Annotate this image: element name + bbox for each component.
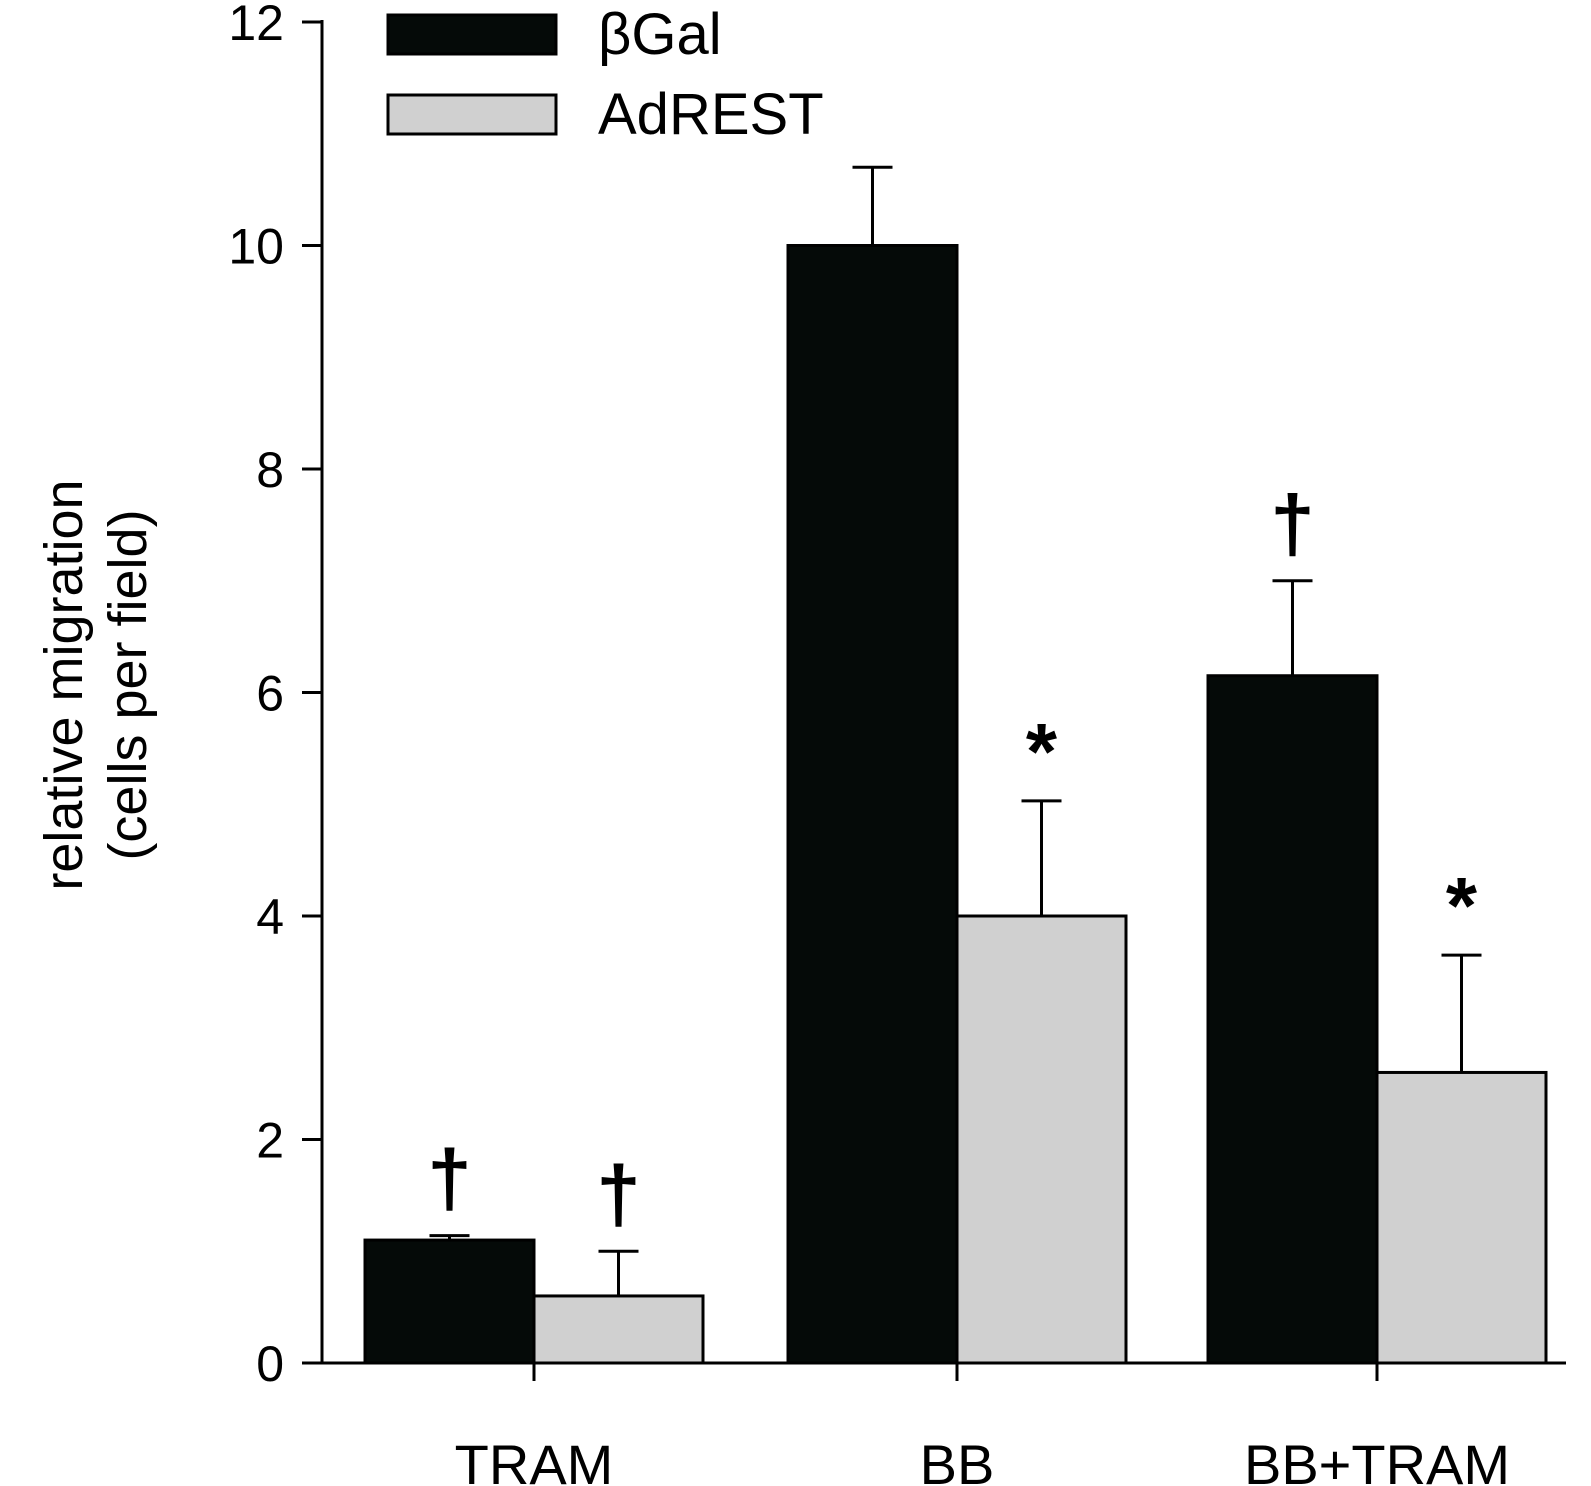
y-tick-label: 4 xyxy=(256,889,284,945)
y-tick-label: 8 xyxy=(256,442,284,498)
y-tick-label: 0 xyxy=(256,1336,284,1392)
asterisk-annotation: * xyxy=(1026,707,1058,796)
y-axis-title: relative migration (cells per field) xyxy=(34,479,158,890)
bar-bgal xyxy=(1206,674,1379,1365)
legend-swatch-adrest xyxy=(386,93,558,136)
y-tick-label: 12 xyxy=(228,0,284,51)
legend-label-adrest: AdREST xyxy=(598,82,824,147)
dagger-annotation: † xyxy=(596,1149,641,1238)
bar-adrest xyxy=(1375,1070,1548,1365)
legend-label-bgal: βGal xyxy=(598,2,722,67)
bar-bgal xyxy=(786,244,959,1365)
y-tick-label: 2 xyxy=(256,1113,284,1169)
x-category-label: BB xyxy=(920,1433,995,1486)
dagger-annotation: † xyxy=(427,1134,472,1223)
legend-swatch-bgal xyxy=(386,13,558,56)
dagger-annotation: † xyxy=(1270,479,1315,568)
y-tick-label: 10 xyxy=(228,219,284,275)
bar-adrest xyxy=(532,1294,705,1365)
y-axis-title-line-2: (cells per field) xyxy=(98,509,158,860)
asterisk-annotation: * xyxy=(1446,861,1478,950)
x-category-label: BB+TRAM xyxy=(1244,1433,1510,1486)
bar-adrest xyxy=(955,914,1128,1365)
legend: βGal AdREST xyxy=(386,2,824,147)
axes: 0 2 4 6 8 10 12 TRAM BB BB+TRAM xyxy=(228,0,1566,1486)
bar-bgal xyxy=(363,1238,536,1365)
y-tick-label: 6 xyxy=(256,666,284,722)
bars: † † * † * xyxy=(363,165,1548,1365)
x-category-label: TRAM xyxy=(455,1433,614,1486)
y-axis-title-line-1: relative migration xyxy=(34,479,94,890)
